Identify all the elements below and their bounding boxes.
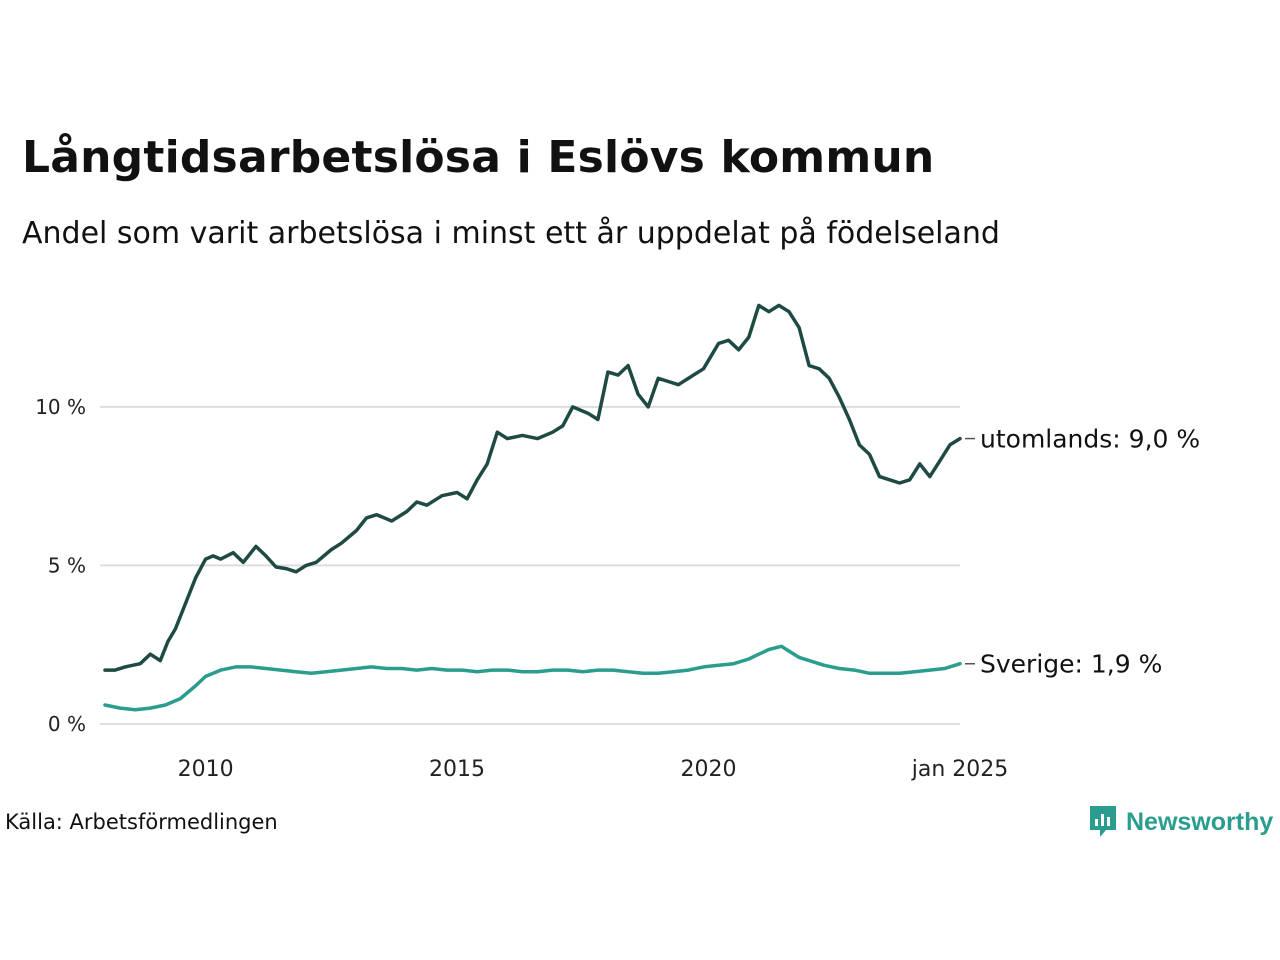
series-end-labels: utomlands: 9,0 % Sverige: 1,9 % (965, 425, 1200, 679)
series-end-label: Sverige: 1,9 % (980, 650, 1162, 679)
y-tick-label: 5 % (48, 553, 86, 577)
y-axis-ticks: 0 % 5 % 10 % (35, 395, 86, 736)
y-tick-label: 10 % (35, 395, 86, 419)
source-note: Källa: Arbetsförmedlingen (5, 810, 278, 834)
x-tick-label: 2020 (681, 757, 737, 782)
series-line-sverige (103, 644, 962, 712)
y-tick-label: 0 % (48, 712, 86, 736)
x-axis-ticks: 2010 2015 2020 jan 2025 (178, 757, 1009, 782)
newsworthy-logo-icon (1090, 806, 1116, 837)
series-line-utomlands (103, 303, 962, 672)
chart-subtitle: Andel som varit arbetslösa i minst ett å… (22, 216, 1000, 251)
brand-name: Newsworthy (1126, 807, 1274, 836)
grid-lines (100, 405, 960, 725)
chart-title: Långtidsarbetslösa i Eslövs kommun (22, 132, 935, 183)
x-tick-label: 2010 (178, 757, 234, 782)
x-tick-label: 2015 (429, 757, 485, 782)
series-lines (103, 303, 962, 712)
series-end-label: utomlands: 9,0 % (980, 425, 1200, 454)
brand-logo[interactable]: Newsworthy (1088, 804, 1273, 840)
x-tick-label: jan 2025 (911, 757, 1009, 782)
